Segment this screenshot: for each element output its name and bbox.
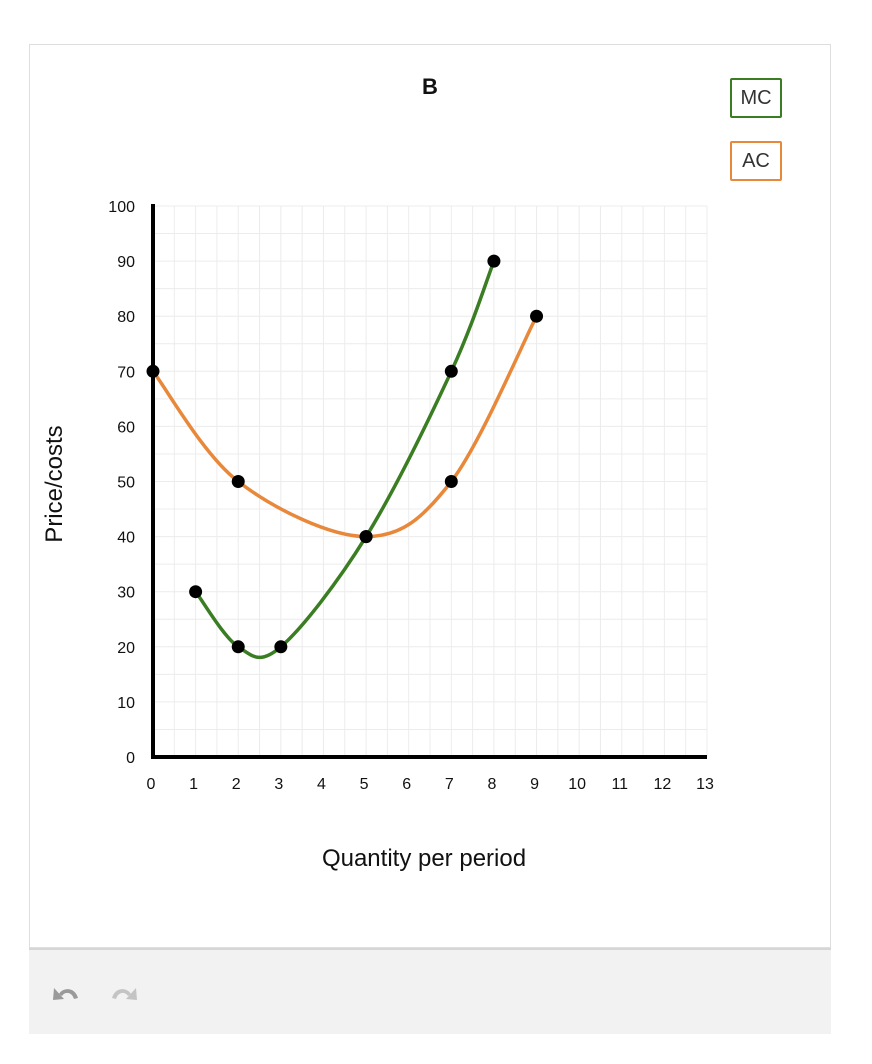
redo-icon [112, 988, 137, 1000]
x-tick-label: 10 [568, 776, 586, 793]
x-tick-label: 9 [530, 776, 539, 793]
ac-point [530, 309, 544, 323]
mc-point [274, 640, 288, 654]
y-tick-label: 20 [117, 640, 135, 657]
y-tick-label: 10 [117, 695, 135, 712]
ac-point [146, 364, 160, 378]
x-tick-label: 8 [487, 776, 496, 793]
x-tick-label: 2 [232, 776, 241, 793]
mc-point [231, 640, 245, 654]
x-tick-label: 3 [274, 776, 283, 793]
undo-button[interactable] [49, 980, 83, 1010]
ac-point [231, 475, 245, 488]
mc-point [189, 585, 203, 599]
y-tick-label: 60 [117, 419, 135, 436]
legend-mc[interactable]: MC [730, 78, 782, 118]
axes [151, 204, 707, 759]
x-tick-label: 7 [445, 776, 454, 793]
y-axis-label: Price/costs [41, 425, 68, 542]
y-tick-label: 30 [117, 585, 135, 602]
ac-point [359, 530, 373, 544]
x-tick-label: 0 [147, 776, 156, 793]
legend-ac[interactable]: AC [730, 141, 782, 181]
x-tick-label: 4 [317, 776, 326, 793]
x-tick-label: 12 [653, 776, 671, 793]
y-tick-label: 90 [117, 254, 135, 271]
toolbar [29, 948, 831, 1034]
y-tick-label: 0 [126, 750, 135, 767]
y-tick-label: 80 [117, 309, 135, 326]
redo-button[interactable] [107, 980, 141, 1010]
x-tick-label: 13 [696, 776, 714, 793]
mc-point [444, 364, 458, 378]
mc-point [487, 254, 501, 268]
x-tick-label: 5 [360, 776, 369, 793]
undo-icon [53, 988, 78, 1000]
y-tick-label: 100 [108, 199, 135, 216]
series [146, 254, 544, 660]
y-tick-label: 50 [117, 475, 135, 492]
y-tick-label: 40 [117, 530, 135, 547]
ac-point [444, 475, 458, 488]
x-tick-label: 6 [402, 776, 411, 793]
y-tick-label: 70 [117, 364, 135, 381]
chart-title: B [422, 74, 438, 99]
x-tick-label: 11 [611, 776, 628, 793]
x-tick-label: 1 [189, 776, 198, 793]
x-axis-label: Quantity per period [322, 845, 526, 872]
